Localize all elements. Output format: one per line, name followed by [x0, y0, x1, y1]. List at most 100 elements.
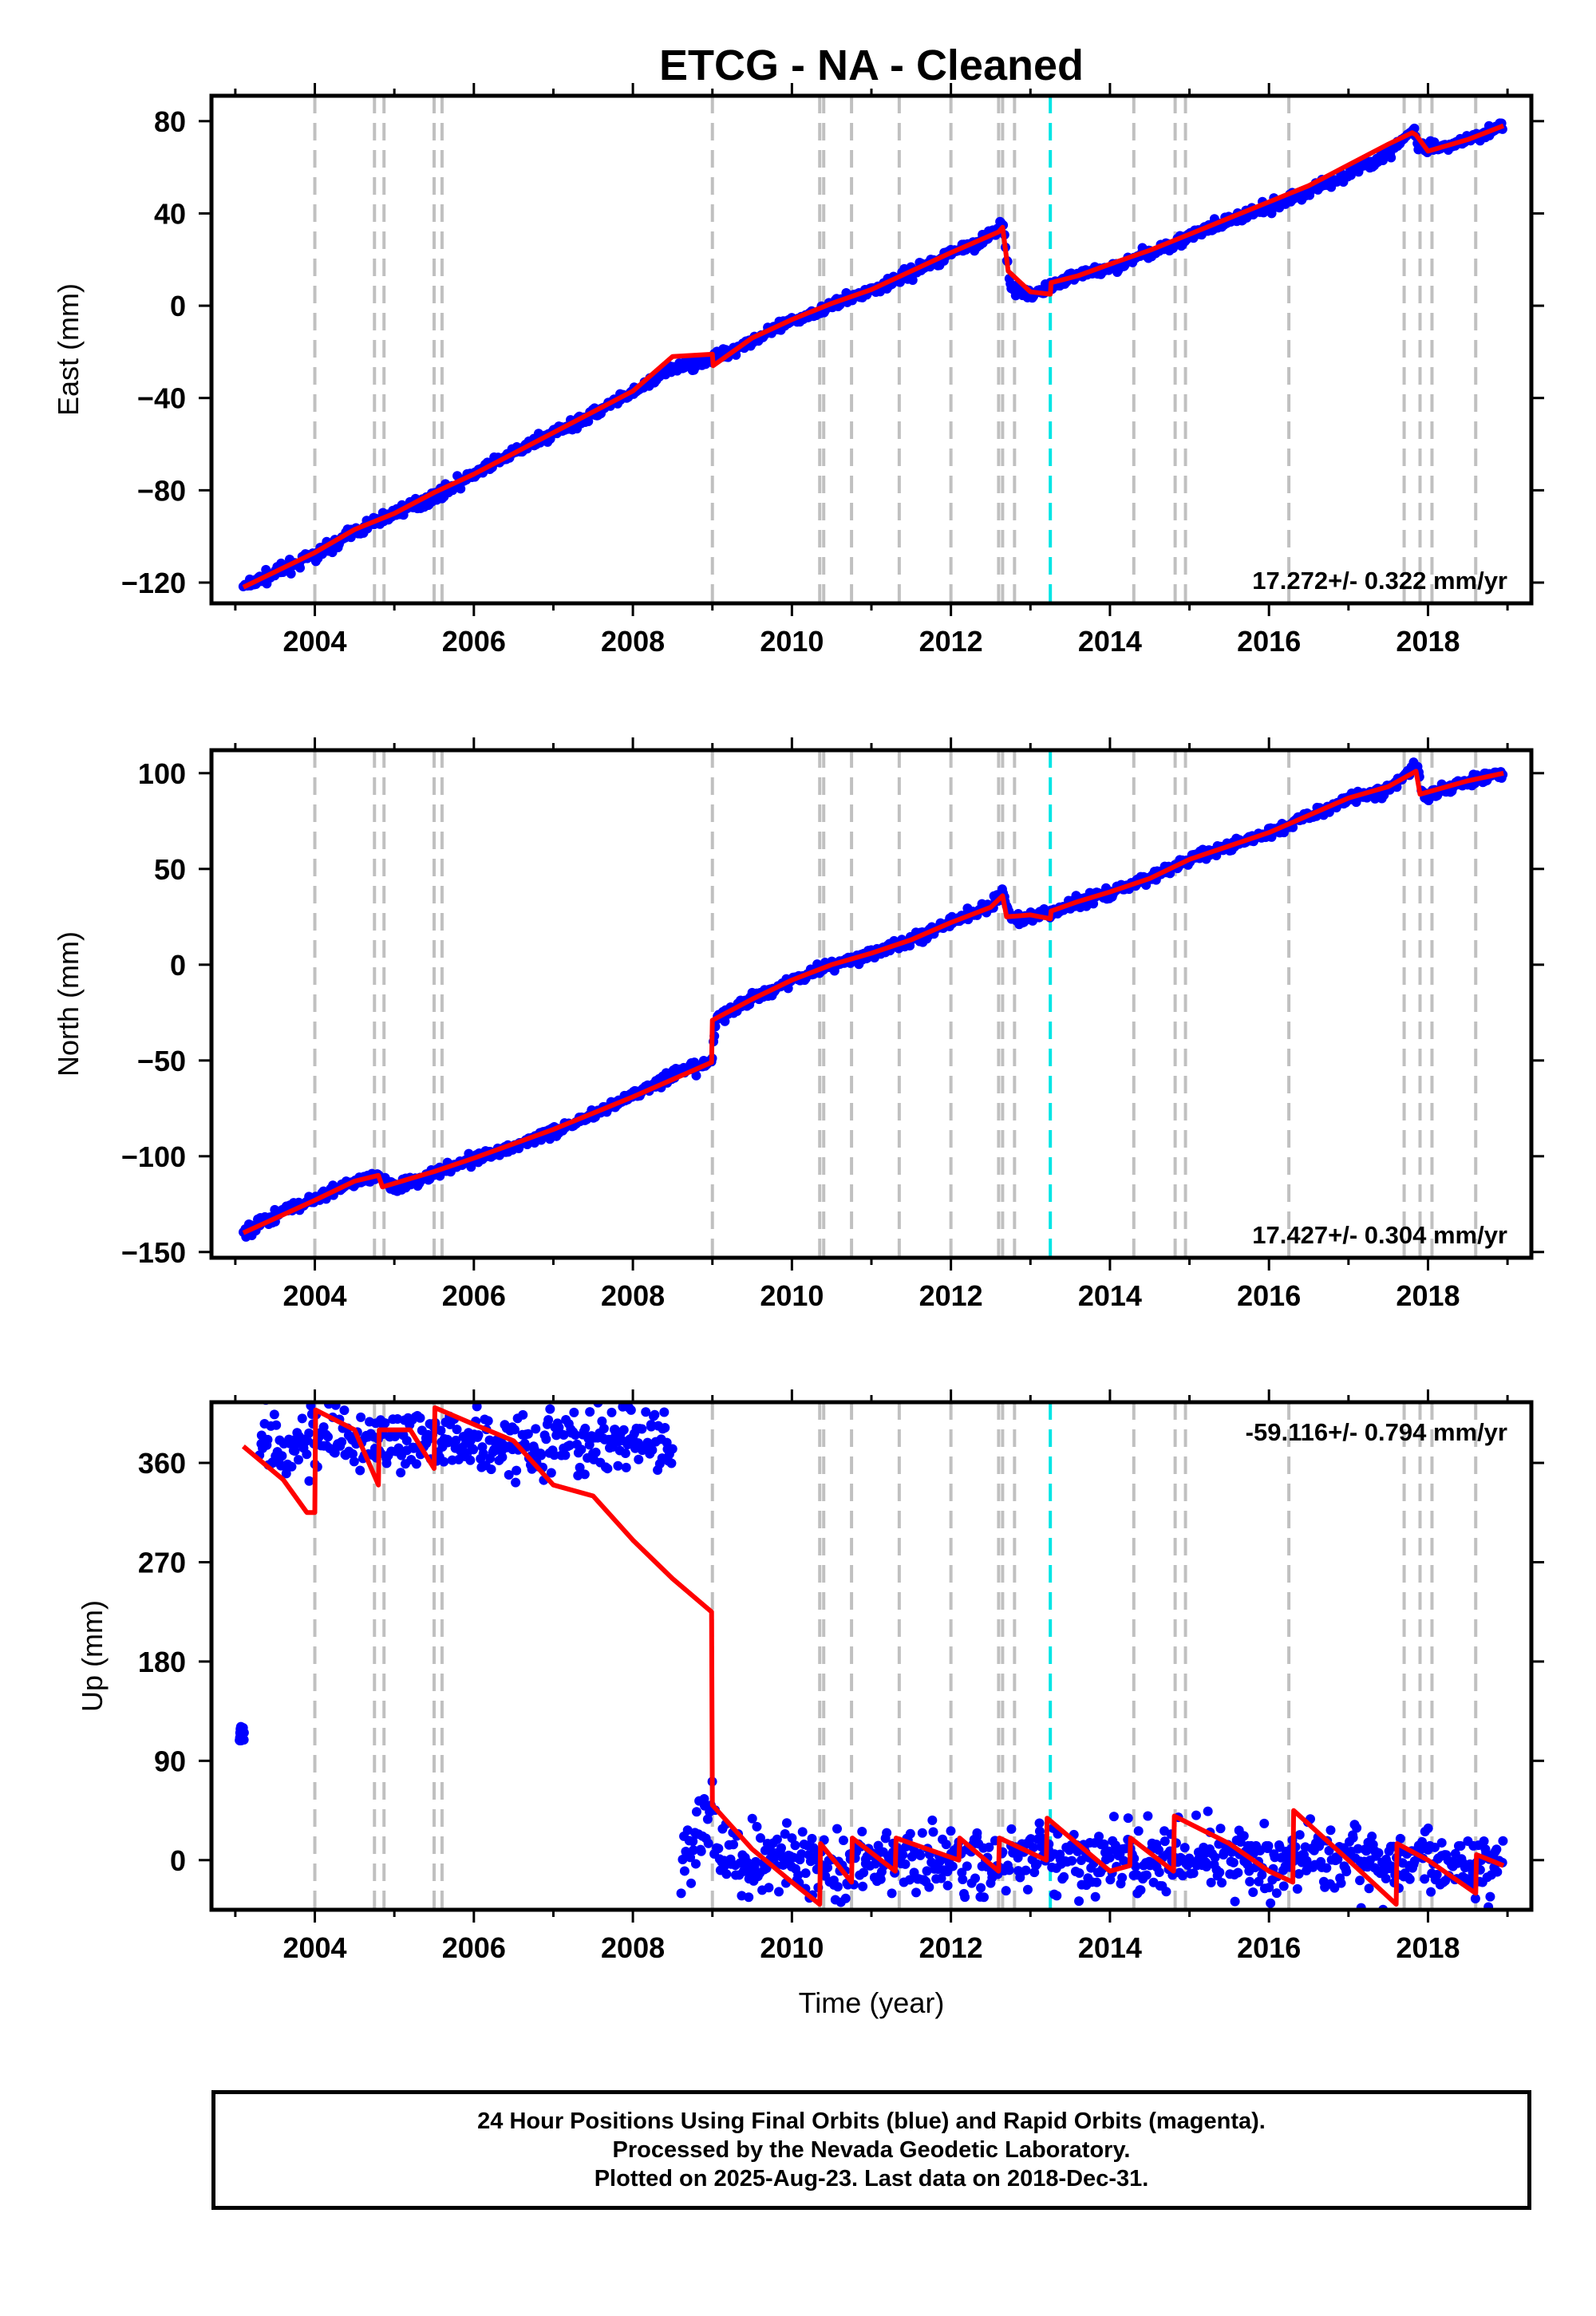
data-point	[713, 1844, 724, 1854]
data-point	[580, 1423, 591, 1433]
data-point	[772, 1834, 782, 1844]
east-marks	[238, 96, 1507, 603]
data-point	[679, 1866, 689, 1876]
east-rate-label: 17.272+/- 0.322 mm/yr	[1252, 567, 1507, 595]
data-point	[1278, 1881, 1289, 1891]
data-point	[286, 568, 296, 579]
x-axis-label: Time (year)	[799, 1986, 945, 2019]
data-point	[1067, 1856, 1077, 1866]
data-point	[1248, 1887, 1258, 1897]
data-point	[1092, 1877, 1102, 1887]
east-y-tick-label: −120	[121, 567, 186, 599]
data-point	[646, 1421, 657, 1432]
data-point	[840, 1893, 851, 1903]
data-point	[823, 1863, 833, 1873]
data-point	[638, 1392, 648, 1401]
data-point	[1052, 1891, 1062, 1901]
data-point	[637, 1424, 647, 1434]
data-point	[780, 1829, 790, 1840]
data-point	[689, 1845, 699, 1856]
data-point	[960, 1892, 970, 1903]
data-point	[323, 1432, 334, 1442]
data-point	[690, 1859, 701, 1869]
up-x-tick-label: 2014	[1078, 1931, 1142, 1964]
data-point	[875, 1874, 886, 1884]
up-x-tick-label: 2010	[760, 1931, 824, 1964]
data-point	[1159, 1836, 1170, 1847]
data-point	[1479, 1836, 1489, 1847]
footer-line-3: Plotted on 2025-Aug-23. Last data on 201…	[594, 2166, 1149, 2192]
data-point	[1263, 1841, 1274, 1852]
data-point	[857, 1827, 867, 1837]
data-point	[269, 1409, 279, 1420]
north-y-tick-label: −100	[121, 1140, 186, 1173]
data-point	[904, 1875, 915, 1885]
data-point	[917, 1828, 927, 1838]
up-y-tick-label: 360	[138, 1447, 186, 1480]
data-point	[473, 1430, 484, 1441]
north-ticks: 2004 2006 2008 2010 2012 2014 2016 2018 −150 −100…	[121, 737, 1544, 1312]
data-point	[591, 1447, 601, 1457]
data-point	[911, 1887, 922, 1898]
data-point	[1206, 1877, 1216, 1887]
footer-line-2: Processed by the Nevada Geodetic Laborat…	[612, 2137, 1131, 2163]
east-y-tick-label: 80	[154, 105, 186, 138]
data-point	[546, 1468, 556, 1478]
east-panel: 2004 2006 2008 2010 2012 2014 2016 2018 −120 −80 −…	[52, 83, 1544, 658]
data-point	[1059, 1871, 1069, 1882]
east-x-tick-label: 2010	[760, 625, 824, 658]
east-x-tick-label: 2006	[442, 625, 506, 658]
data-point	[330, 1448, 340, 1458]
data-point	[302, 1449, 312, 1460]
data-point	[744, 1892, 754, 1903]
data-point	[415, 1413, 425, 1423]
data-point	[570, 1429, 580, 1440]
data-point	[755, 1833, 765, 1844]
data-point	[647, 1445, 658, 1456]
data-point	[286, 1461, 297, 1472]
data-point	[970, 1873, 981, 1883]
data-point	[1228, 1857, 1238, 1867]
data-point	[984, 1842, 994, 1852]
data-point	[660, 1422, 670, 1433]
data-point	[1420, 1874, 1430, 1884]
north-y-tick-label: −50	[137, 1045, 186, 1077]
east-data-points	[238, 118, 1507, 591]
data-point	[1429, 1842, 1440, 1852]
east-y-tick-label: 0	[170, 290, 186, 322]
data-point	[1178, 1871, 1188, 1881]
data-point	[947, 1861, 958, 1871]
data-point	[1034, 1826, 1045, 1836]
data-point	[1325, 1825, 1336, 1836]
data-point	[584, 1440, 595, 1450]
data-point	[1498, 1836, 1508, 1846]
data-point	[1104, 1852, 1115, 1863]
data-point	[787, 1833, 797, 1844]
data-point	[518, 1409, 528, 1420]
data-point	[1215, 1824, 1226, 1834]
data-point	[456, 484, 466, 494]
data-point	[686, 1878, 697, 1888]
east-x-tick-label: 2012	[919, 625, 983, 658]
up-x-tick-label: 2012	[919, 1931, 983, 1964]
data-point	[634, 1454, 644, 1464]
data-point	[1203, 1806, 1213, 1816]
data-point	[721, 1869, 732, 1879]
data-point	[576, 1445, 587, 1455]
data-point	[915, 1850, 926, 1860]
data-point	[483, 1416, 493, 1426]
data-point	[613, 1460, 623, 1471]
north-panel: 2004 2006 2008 2010 2012 2014 2016 2018 −150 −100…	[52, 737, 1544, 1312]
north-y-tick-label: 100	[138, 757, 186, 790]
data-point	[579, 1469, 590, 1480]
data-point	[1341, 1867, 1352, 1877]
data-point	[871, 1859, 881, 1869]
data-point	[729, 1840, 739, 1850]
data-point	[1348, 1832, 1358, 1843]
up-y-tick-label: 270	[138, 1546, 186, 1579]
data-point	[858, 1881, 868, 1891]
data-point	[1032, 1859, 1042, 1869]
data-point	[1025, 1834, 1036, 1844]
data-point	[339, 1405, 350, 1416]
